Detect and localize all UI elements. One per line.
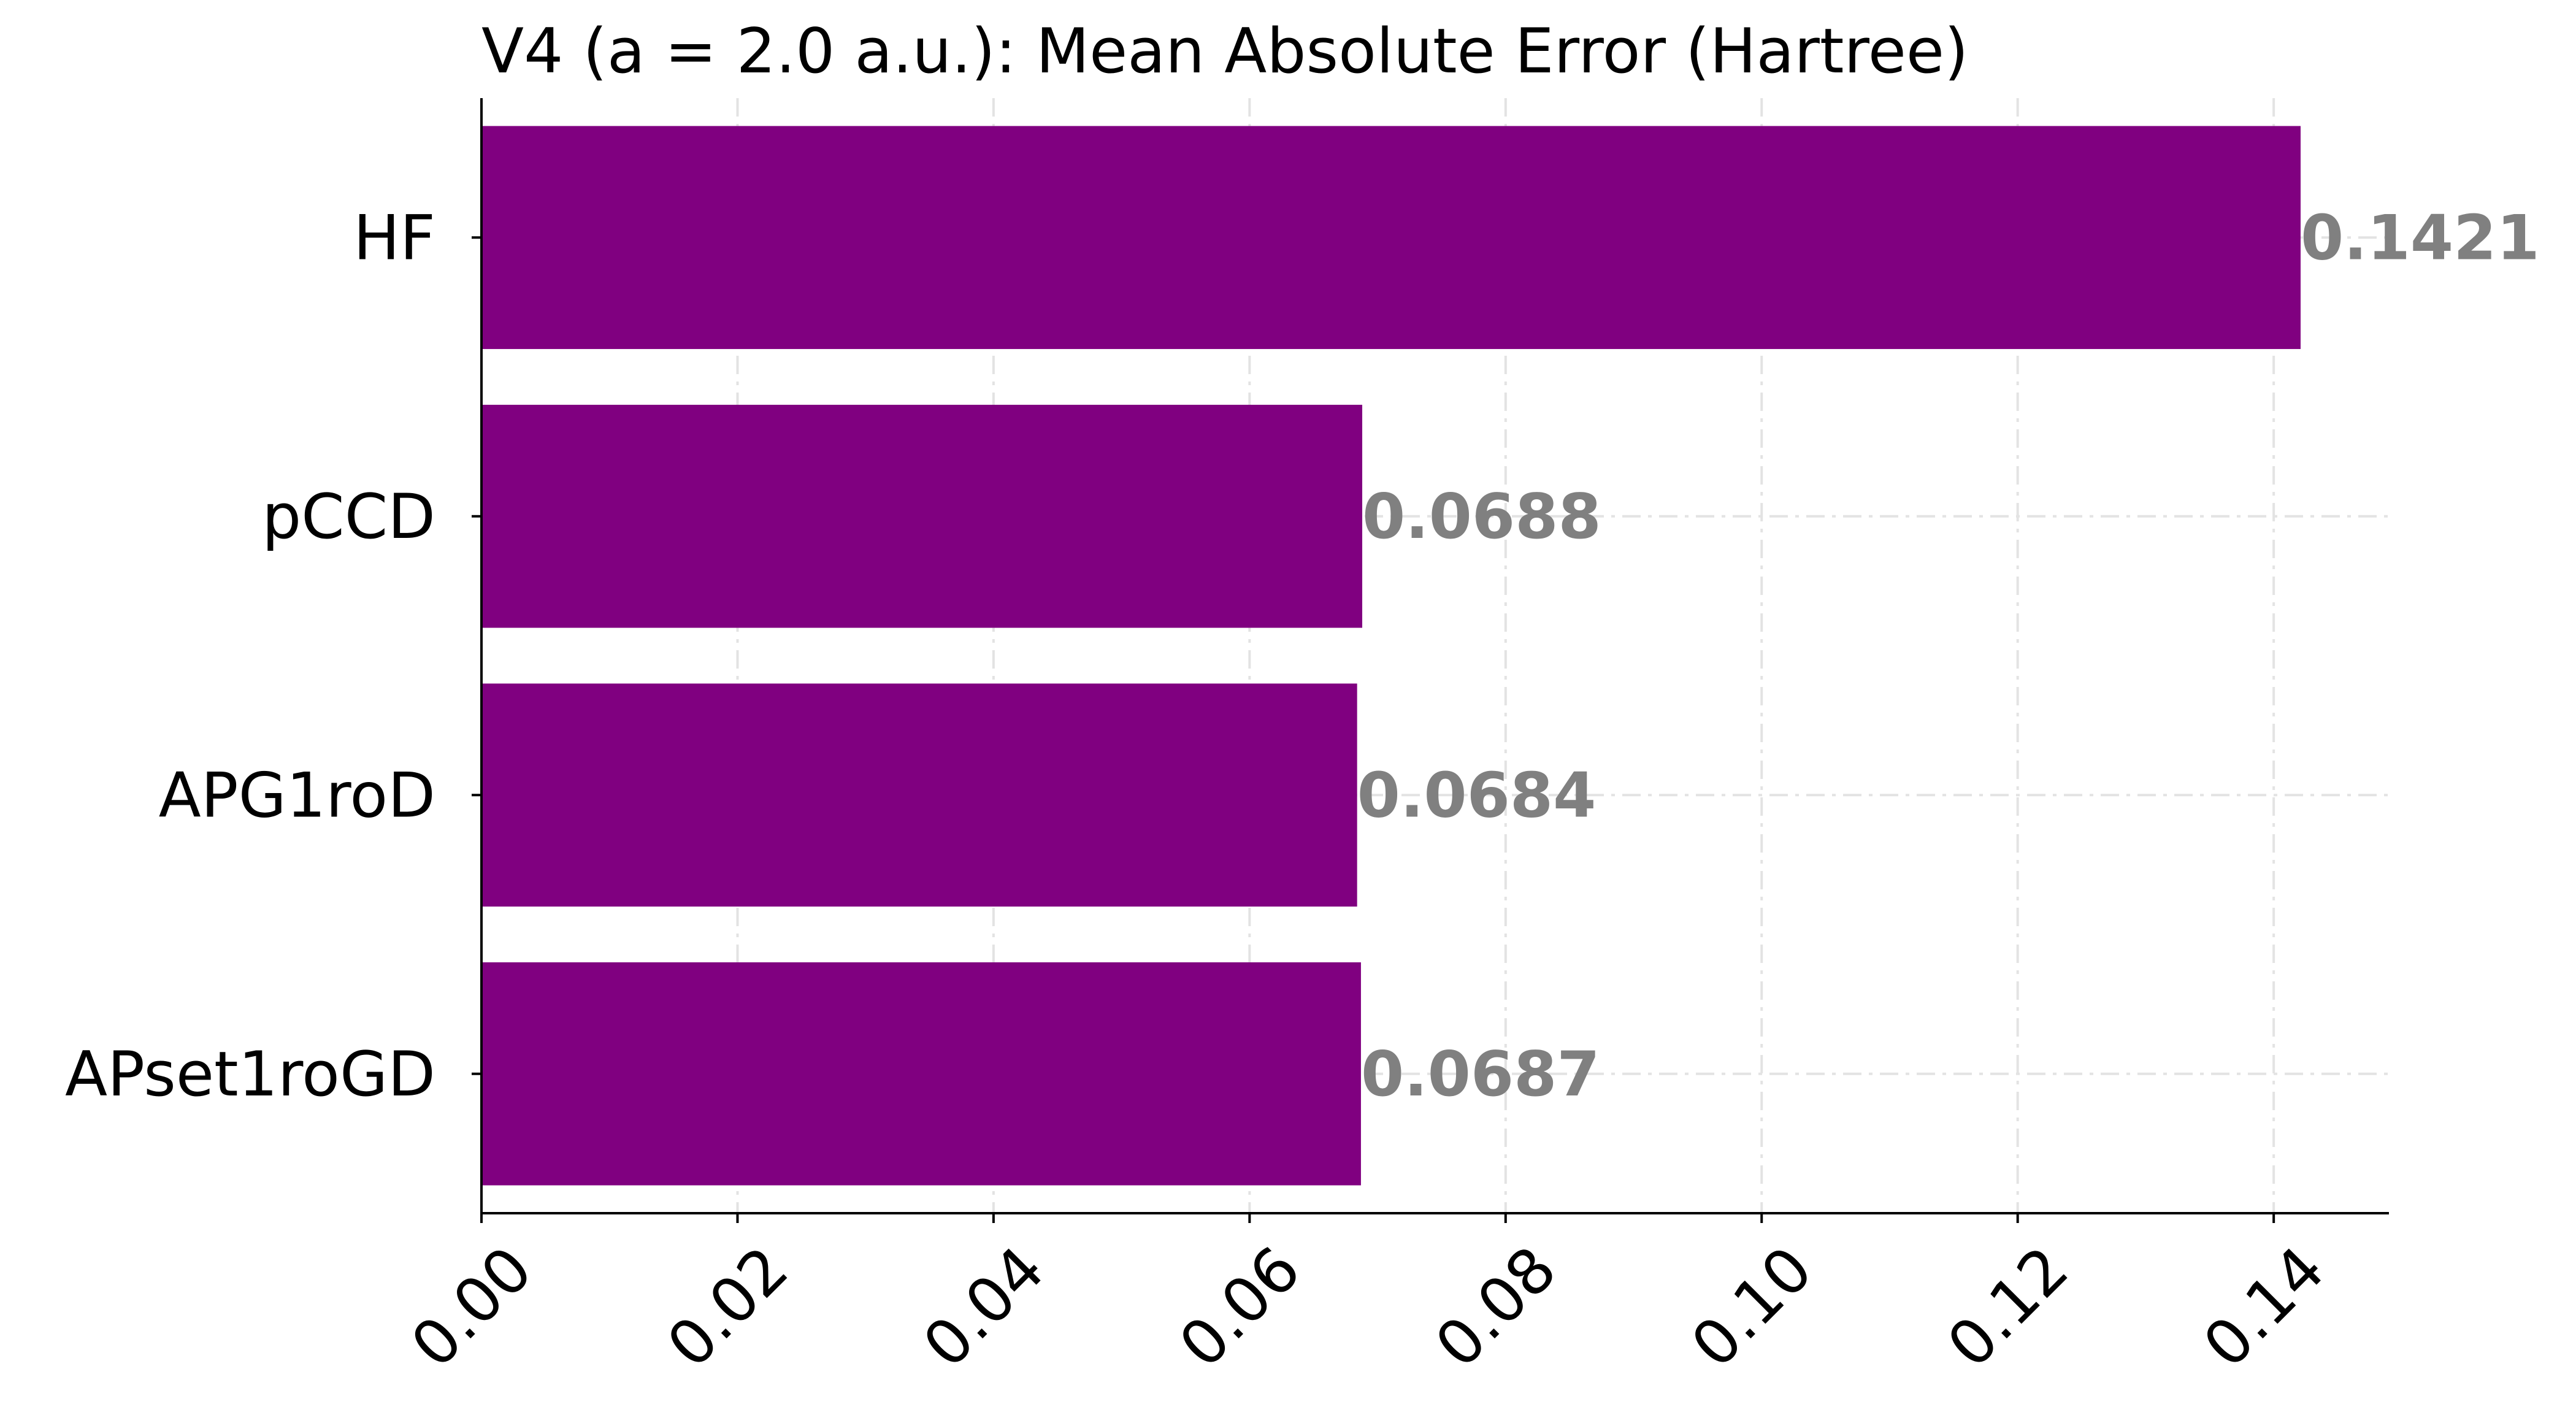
bar-apg1rod (481, 683, 1357, 907)
category-label: pCCD (262, 480, 435, 553)
x-tick-label: 0.00 (397, 1233, 546, 1381)
chart-title: V4 (a = 2.0 a.u.): Mean Absolute Error (… (481, 15, 1968, 87)
bar-hf (481, 126, 2301, 350)
x-tick-label: 0.04 (910, 1233, 1058, 1381)
value-label: 0.0688 (1362, 480, 1601, 553)
x-tick-label: 0.02 (653, 1233, 802, 1381)
value-label: 0.1421 (2301, 201, 2540, 274)
bar-pccd (481, 404, 1363, 628)
x-tick-label: 0.14 (2190, 1233, 2338, 1381)
axis-layer (472, 98, 2389, 1223)
category-label: APG1roD (159, 759, 435, 831)
bar-apset1rogd (481, 962, 1361, 1186)
value-label: 0.0684 (1357, 759, 1597, 831)
bar-layer (481, 126, 2301, 1186)
category-label: APset1roGD (65, 1038, 435, 1110)
x-tick-label: 0.06 (1165, 1233, 1314, 1381)
x-tick-label: 0.08 (1421, 1233, 1570, 1381)
category-label: HF (353, 201, 435, 274)
x-tick-label: 0.10 (1677, 1233, 1826, 1381)
x-tick-label: 0.12 (1933, 1233, 2082, 1381)
value-label: 0.0687 (1361, 1038, 1600, 1110)
